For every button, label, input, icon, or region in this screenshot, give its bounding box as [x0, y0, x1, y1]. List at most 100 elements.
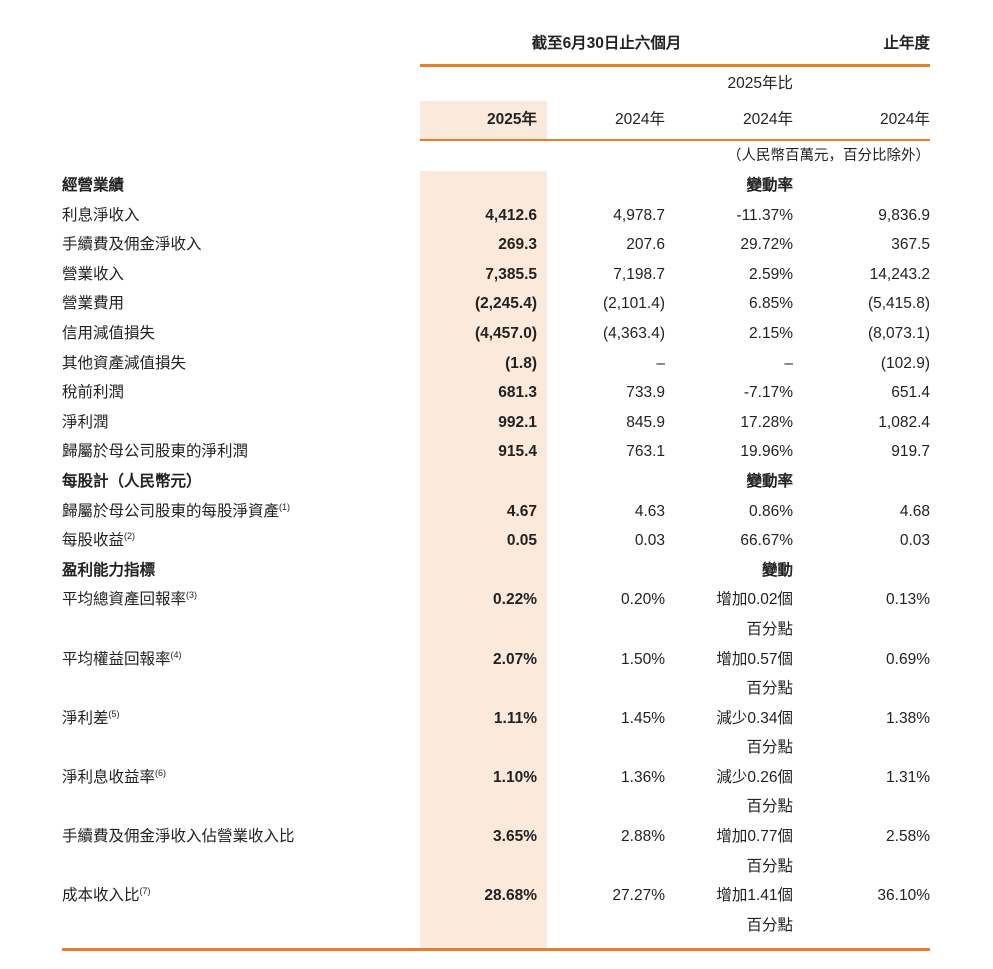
value-2024-cell [547, 171, 665, 201]
spacer-cell [420, 67, 547, 101]
change-line: 百分點 [746, 857, 793, 875]
value-2024-cell: 4,978.7 [613, 206, 665, 224]
spacer-cell [62, 30, 420, 58]
header-change-period-row: 2025年比 [62, 67, 930, 101]
table-row: 其他資產減值損失 (1.8) – – (102.9) [62, 348, 930, 379]
footnote-ref: (7) [139, 886, 151, 897]
change-cell: 增加0.02個 百分點 [665, 585, 793, 644]
value-fy2024-cell [793, 467, 930, 497]
change-line: 減少0.34個 [716, 709, 793, 727]
header-period-row: 截至6月30日止六個月 止年度 [62, 30, 930, 58]
column-header-change: 2024年 [743, 110, 793, 128]
table-row: 營業費用 (2,245.4) (2,101.4) 6.85% (5,415.8) [62, 289, 930, 319]
bottom-spacer-row [62, 940, 930, 949]
table-row: 營業收入 7,385.5 7,198.7 2.59% 14,243.2 [62, 259, 930, 290]
value-2025-cell [420, 171, 547, 201]
row-label: 其他資產減值損失 [62, 354, 187, 372]
change-line: 17.28% [740, 413, 793, 431]
spacer-cell [793, 940, 930, 948]
spacer-cell [62, 101, 420, 139]
header-top-rule [420, 64, 930, 67]
change-period-label: 2025年比 [727, 74, 793, 92]
row-label: 淨利潤 [62, 413, 109, 431]
row-label: 平均權益回報率(4) [62, 649, 182, 668]
value-fy2024-cell: 0.13% [886, 591, 930, 609]
column-header-2024-full-year: 2024年 [880, 110, 930, 128]
table-row: 信用減值損失 (4,457.0) (4,363.4) 2.15% (8,073.1) [62, 318, 930, 349]
value-fy2024-cell [793, 556, 930, 586]
table-row: 手續費及佣金淨收入佔營業收入比 3.65% 2.88% 增加0.77個 百分點 2.58% [62, 822, 930, 882]
row-label: 利息淨收入 [62, 206, 140, 224]
value-2025-cell: 915.4 [420, 437, 547, 467]
period-six-months-label: 截至6月30日止六個月 [531, 35, 682, 52]
footnote-ref: (5) [108, 708, 120, 719]
value-fy2024-cell: 2.58% [886, 828, 930, 846]
value-2024-cell: 4.63 [634, 502, 665, 520]
change-column-header: 變動率 [746, 472, 793, 490]
row-label: 平均總資產回報率(3) [62, 590, 198, 609]
value-2025-cell: (2,245.4) [420, 289, 547, 319]
value-2025-cell: (4,457.0) [420, 318, 547, 349]
change-cell: 減少0.34個百分點 [665, 704, 793, 763]
table-row: 利息淨收入 4,412.6 4,978.7 -11.37% 9,836.9 [62, 200, 930, 231]
table-row: 手續費及佣金淨收入 269.3 207.6 29.72% 367.5 [62, 230, 930, 260]
value-fy2024-cell: 367.5 [891, 236, 930, 254]
value-2025-cell: (1.8) [420, 348, 547, 379]
value-fy2024-cell: 36.10% [877, 887, 930, 905]
value-2024-cell: 0.20% [621, 591, 665, 609]
row-label: 成本收入比(7) [62, 886, 151, 905]
header-bottom-rule [420, 138, 930, 141]
table-row: 平均總資產回報率(3) 0.22% 0.20% 增加0.02個 百分點 0.13% [62, 585, 930, 645]
change-line: 6.85% [749, 295, 793, 313]
table-row: 淨利潤 992.1 845.9 17.28% 1,082.4 [62, 407, 930, 438]
spacer-cell [547, 940, 665, 948]
change-cell: 19.96% [665, 437, 793, 467]
section-title: 經營業績 [62, 177, 125, 194]
row-label: 營業收入 [62, 265, 125, 283]
column-header-2024-interim: 2024年 [615, 110, 665, 128]
row-label: 信用減值損失 [62, 324, 156, 342]
value-2024-cell: 7,198.7 [613, 265, 665, 283]
spacer-cell [793, 67, 930, 101]
row-label: 淨利差(5) [62, 708, 120, 727]
value-2025-cell: 269.3 [420, 230, 547, 260]
value-2024-cell [547, 556, 665, 586]
period-year-label: 止年度 [883, 35, 930, 52]
change-line: 增加0.77個 [716, 828, 793, 846]
value-fy2024-cell: 0.03 [899, 532, 930, 550]
change-line: 百分點 [746, 798, 793, 816]
row-label: 每股收益(2) [62, 530, 136, 550]
unit-note-row: （人民幣百萬元，百分比除外） [62, 141, 930, 171]
change-cell: 增加0.57個 百分點 [665, 645, 793, 704]
change-line: 19.96% [740, 443, 793, 461]
change-line: 增加0.02個 [716, 591, 793, 609]
spacer-cell [62, 67, 420, 101]
change-line: 百分點 [746, 739, 793, 757]
row-label: 稅前利潤 [62, 384, 125, 402]
change-line: – [784, 354, 793, 372]
value-2024-cell: 0.03 [634, 532, 665, 550]
value-2025-cell: 0.05 [420, 526, 547, 556]
change-cell: 29.72% [665, 230, 793, 260]
value-fy2024-cell: 9,836.9 [878, 206, 930, 224]
value-2025-cell: 3.65% [420, 822, 547, 882]
change-line: 增加1.41個 [716, 887, 793, 905]
section-title: 每股計（人民幣元） [62, 472, 202, 490]
value-2025-cell: 4,412.6 [420, 200, 547, 231]
change-line: 29.72% [740, 236, 793, 254]
value-fy2024-cell: 1.38% [886, 709, 930, 727]
change-cell: -7.17% [665, 378, 793, 408]
table-row: 每股收益(2) 0.05 0.03 66.67% 0.03 [62, 526, 930, 556]
value-2024-cell: 845.9 [626, 413, 665, 431]
row-label: 歸屬於母公司股東的每股淨資產(1) [62, 501, 291, 520]
change-line: 減少0.26個 [716, 768, 793, 786]
value-2025-cell: 0.22% [420, 585, 547, 645]
table-bottom-rule [62, 948, 930, 951]
value-2025-cell: 1.10% [420, 762, 547, 823]
table-row: 平均權益回報率(4) 2.07% 1.50% 增加0.57個 百分點 0.69% [62, 644, 930, 704]
value-2024-cell: 733.9 [626, 384, 665, 402]
value-2025-cell: 1.11% [420, 703, 547, 763]
spacer-cell [420, 940, 547, 949]
value-fy2024-cell: 919.7 [891, 443, 930, 461]
change-line: 百分點 [746, 916, 793, 934]
